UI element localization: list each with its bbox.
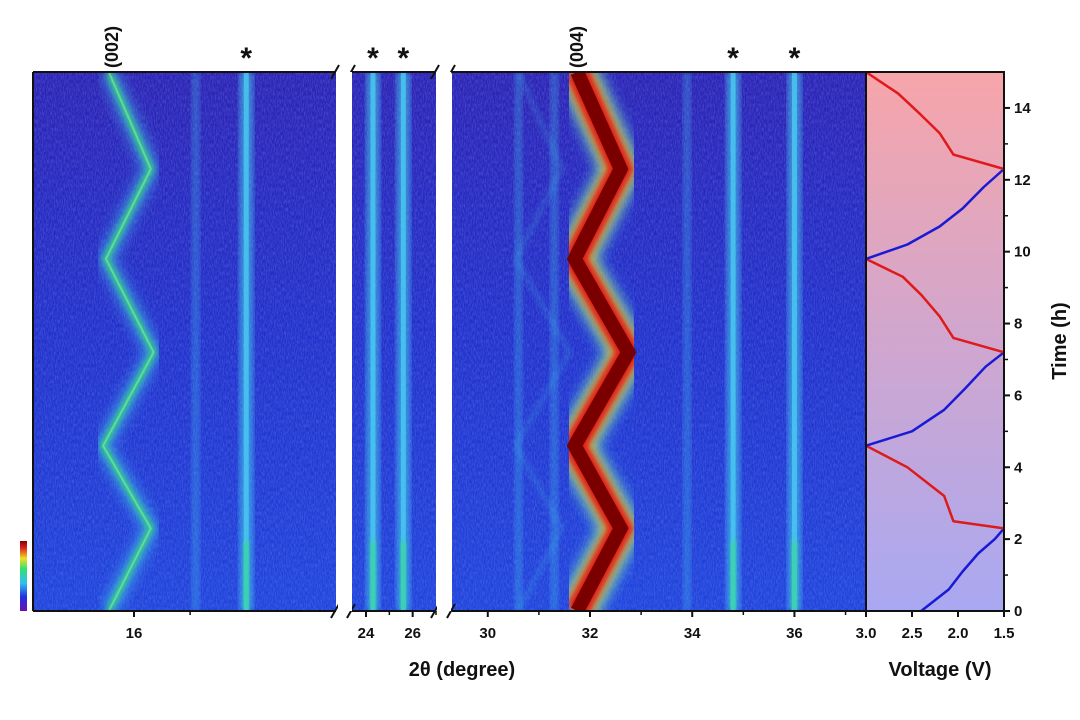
time-y-tick-label: 0 bbox=[1014, 603, 1022, 620]
static-reflection-2 bbox=[366, 72, 380, 611]
axis-break-mark-1 bbox=[330, 603, 340, 619]
faint-reflection-1 bbox=[191, 72, 200, 611]
star-marker: * bbox=[397, 42, 409, 75]
peak-label-002: (002) bbox=[102, 26, 122, 68]
heatmap-noise-1 bbox=[33, 72, 336, 611]
voltage-x-tick-label: 1.5 bbox=[994, 625, 1015, 642]
axis-break-mark-2 bbox=[430, 64, 440, 80]
colorbar bbox=[20, 541, 27, 611]
star-marker: * bbox=[240, 42, 252, 75]
time-y-tick-label: 14 bbox=[1014, 100, 1031, 117]
star-marker: * bbox=[727, 42, 739, 75]
x-tick-label: 16 bbox=[126, 625, 143, 642]
time-y-tick-label: 12 bbox=[1014, 172, 1031, 189]
star-marker: * bbox=[367, 42, 379, 75]
axis-break-gap-1 bbox=[338, 72, 352, 611]
static-reflection-4 bbox=[726, 72, 741, 611]
peak-trace-2 bbox=[514, 72, 655, 611]
heatmap-noise-3 bbox=[452, 72, 866, 611]
voltage-panel-background bbox=[866, 72, 1004, 611]
time-y-tick-label: 4 bbox=[1014, 459, 1023, 476]
voltage-curve-charge_3 bbox=[865, 70, 1005, 171]
faint-reflection-4 bbox=[683, 72, 692, 611]
voltage-panel-frame bbox=[865, 71, 1005, 612]
faint-reflection-3 bbox=[550, 72, 559, 611]
voltage-x-tick-label: 2.5 bbox=[902, 625, 923, 642]
voltage-curve-discharge_2 bbox=[865, 351, 1005, 447]
x-axis-title-2theta: 2θ (degree) bbox=[409, 659, 515, 681]
static-reflection-1 bbox=[239, 72, 254, 611]
x-tick-label: 36 bbox=[786, 625, 803, 642]
time-y-tick-label: 6 bbox=[1014, 387, 1022, 404]
y-axis-title-time: Time (h) bbox=[1049, 302, 1071, 379]
x-tick-label: 24 bbox=[358, 625, 375, 642]
heatmap-noise-2 bbox=[352, 72, 436, 611]
x-axis-title-voltage: Voltage (V) bbox=[889, 659, 992, 681]
voltage-curve-discharge_3 bbox=[865, 168, 1005, 261]
time-y-tick-label: 2 bbox=[1014, 531, 1022, 548]
static-reflection-3 bbox=[396, 72, 411, 611]
voltage-curve-charge_1 bbox=[865, 444, 1005, 530]
peak-trace-1 bbox=[93, 72, 163, 611]
x-tick-label: 32 bbox=[582, 625, 599, 642]
axis-break-gap-2 bbox=[437, 72, 451, 611]
time-y-tick-label: 10 bbox=[1014, 244, 1031, 261]
peak-label-004: (004) bbox=[567, 26, 587, 68]
voltage-curve-charge_2 bbox=[865, 257, 1005, 354]
x-tick-label: 26 bbox=[404, 625, 421, 642]
x-tick-label: 30 bbox=[479, 625, 496, 642]
faint-reflection-2 bbox=[514, 72, 523, 611]
voltage-curve-discharge_1 bbox=[920, 527, 1005, 612]
axis-break-mark-1 bbox=[330, 64, 340, 80]
star-marker: * bbox=[789, 42, 801, 75]
x-tick-label: 34 bbox=[684, 625, 701, 642]
voltage-x-tick-label: 2.0 bbox=[948, 625, 969, 642]
static-reflection-5 bbox=[787, 72, 802, 611]
voltage-x-tick-label: 3.0 bbox=[856, 625, 877, 642]
time-y-tick-label: 8 bbox=[1014, 316, 1022, 333]
